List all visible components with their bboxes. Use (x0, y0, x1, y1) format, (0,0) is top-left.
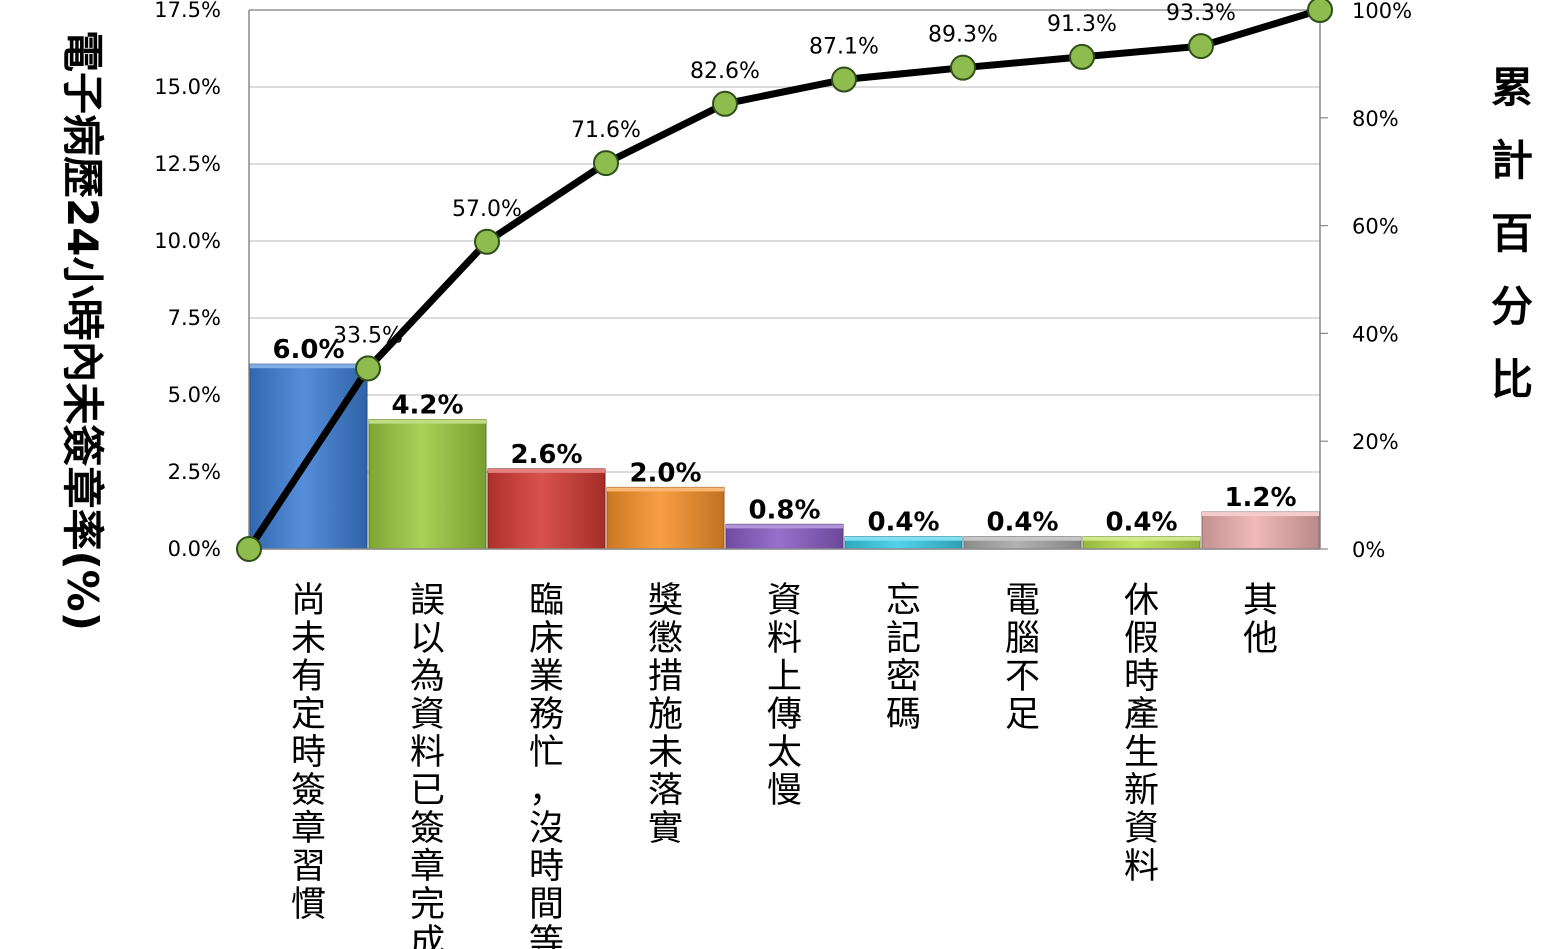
cumulative-line-group (236, 0, 1333, 562)
cumulative-point (1069, 43, 1095, 70)
cumulative-point (712, 90, 738, 117)
bar-top-highlight (488, 468, 605, 473)
cumulative-point (593, 150, 619, 177)
cumulative-label: 87.1% (809, 35, 879, 60)
y-axis-ticks: 0.0% 2.5% 5.0% 7.5% 10.0% 12.5% 15.0% 17.5% (154, 0, 221, 561)
y2-tick-label: 80% (1352, 107, 1399, 131)
bar-top-highlight (964, 536, 1081, 541)
data-labels: 6.0% 4.2% 2.6% 2.0% 0.8% 0.4% 0.4% 0.4% 1.2% 33.5… (272, 1, 1296, 538)
y2-tick-label: 20% (1352, 430, 1399, 454)
y-tick-label: 10.0% (154, 229, 221, 253)
axes-group (248, 9, 1328, 550)
y-tick-label: 7.5% (168, 306, 221, 330)
y2-tick-label: 0% (1352, 538, 1385, 562)
bar-value-label: 2.0% (629, 458, 701, 488)
category-label: 忘記密碼 (886, 581, 921, 735)
y2-tick-label: 100% (1352, 0, 1412, 23)
y2-tick-label: 60% (1352, 215, 1399, 239)
cumulative-point (355, 355, 381, 382)
cumulative-label: 71.6% (571, 118, 641, 143)
cumulative-label: 33.5% (333, 323, 403, 348)
cumulative-point (831, 66, 857, 93)
cumulative-label: 91.3% (1047, 12, 1117, 37)
bar (606, 486, 725, 550)
bar-value-label: 0.8% (748, 495, 820, 525)
category-label: 尚未有定時簽章習慣 (291, 581, 326, 925)
y-tick-label: 0.0% (168, 537, 221, 561)
bar-top-highlight (845, 536, 962, 541)
bar-value-label: 0.4% (867, 508, 939, 538)
bar-value-label: 1.2% (1224, 483, 1296, 513)
cumulative-point (950, 54, 976, 81)
bar-value-label: 0.4% (986, 508, 1058, 538)
y-axis-title-text: 電子病歷24小時內未簽章率(%) (58, 30, 107, 631)
y-axis-title: 電子病歷24小時內未簽章率(%) (58, 30, 107, 631)
category-label: 臨床業務忙，沒時間等 (529, 581, 564, 949)
bar (368, 419, 487, 550)
bar-top-highlight (607, 487, 724, 492)
y-tick-label: 15.0% (154, 75, 221, 99)
bar (487, 468, 606, 550)
category-label: 休假時產生新資料 (1124, 581, 1159, 887)
bar-top-highlight (1202, 512, 1319, 517)
category-labels: 尚未有定時簽章習慣 誤以為資料已簽章完成 臨床業務忙，沒時間等 獎懲措施未落實 資料上傳… (291, 581, 1278, 949)
cumulative-point (474, 228, 500, 255)
bar-top-highlight (250, 364, 367, 369)
bar-value-label: 4.2% (391, 391, 463, 421)
cumulative-label: 82.6% (690, 59, 760, 84)
bar-value-label: 6.0% (272, 335, 344, 365)
cumulative-point (1307, 0, 1333, 23)
category-label: 獎懲措施未落實 (648, 581, 683, 849)
category-label: 電腦不足 (1005, 581, 1040, 735)
cumulative-label: 57.0% (452, 197, 522, 222)
category-label: 資料上傳太慢 (767, 581, 802, 811)
y-tick-label: 17.5% (154, 0, 221, 22)
y2-axis-title-text: 累計百分比 (1491, 63, 1533, 404)
bar-top-highlight (369, 419, 486, 424)
y2-axis-ticks: 0% 20% 40% 60% 80% 100% (1352, 0, 1412, 562)
cumulative-label: 93.3% (1166, 1, 1236, 26)
cumulative-label: 89.3% (928, 23, 998, 48)
category-label: 其他 (1243, 581, 1278, 659)
y2-tick-label: 40% (1352, 322, 1399, 346)
cumulative-line (246, 6, 1322, 551)
bar-top-highlight (1083, 536, 1200, 541)
bar-value-label: 0.4% (1105, 508, 1177, 538)
cumulative-point (1188, 33, 1214, 60)
y-tick-label: 12.5% (154, 152, 221, 176)
y2-axis-title: 累計百分比 (1491, 63, 1533, 404)
bar (1201, 511, 1320, 550)
y-tick-label: 5.0% (168, 383, 221, 407)
category-label: 誤以為資料已簽章完成 (410, 581, 445, 949)
y-tick-label: 2.5% (168, 460, 221, 484)
bar-value-label: 2.6% (510, 440, 582, 470)
cumulative-point (236, 536, 262, 562)
bar-top-highlight (726, 524, 843, 529)
